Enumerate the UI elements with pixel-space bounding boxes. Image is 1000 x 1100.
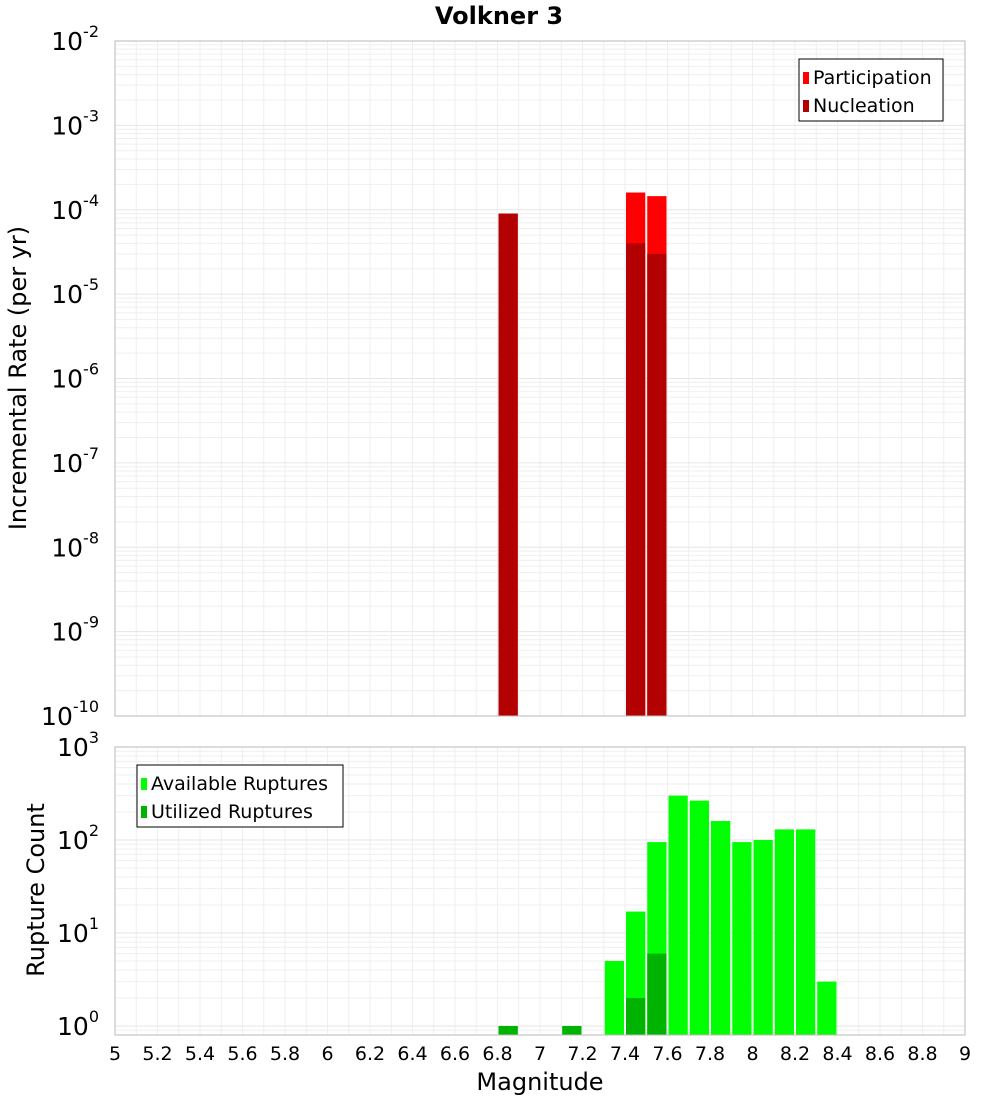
chart-title: Volkner 3 xyxy=(435,2,563,30)
y-tick-label: 100 xyxy=(57,1007,99,1041)
x-tick-label: 5.4 xyxy=(185,1043,215,1065)
y-tick-label: 10-7 xyxy=(51,444,99,478)
bar-nucleation xyxy=(498,213,518,717)
bar-available-ruptures xyxy=(668,795,688,1035)
x-tick-label: 8 xyxy=(746,1043,758,1065)
x-tick-label: 5 xyxy=(109,1043,121,1065)
x-tick-label: 8.2 xyxy=(780,1043,810,1065)
y-tick-label: 10-9 xyxy=(51,613,99,647)
legend-box xyxy=(798,58,944,122)
x-tick-label: 6.2 xyxy=(355,1043,385,1065)
x-tick-label: 7.2 xyxy=(567,1043,597,1065)
top-y-axis-label: Incremental Rate (per yr) xyxy=(4,226,32,530)
x-tick-label: 8.8 xyxy=(907,1043,937,1065)
y-tick-label: 10-8 xyxy=(51,528,99,562)
x-tick-label: 6.8 xyxy=(482,1043,512,1065)
bar-utilized-ruptures xyxy=(562,1025,582,1035)
bar-available-ruptures xyxy=(689,800,709,1035)
y-tick-label: 10-10 xyxy=(41,697,99,731)
x-axis-label: Magnitude xyxy=(476,1068,603,1096)
x-tick-label: 8.6 xyxy=(865,1043,895,1065)
bar-available-ruptures xyxy=(711,821,731,1035)
bar-nucleation xyxy=(647,253,667,716)
x-tick-label: 9 xyxy=(959,1043,971,1065)
x-tick-label: 6.4 xyxy=(397,1043,427,1065)
legend: Available Ruptures Utilized Ruptures xyxy=(136,764,344,828)
x-tick-label: 7.8 xyxy=(695,1043,725,1065)
legend-label: Utilized Ruptures xyxy=(151,801,313,823)
y-tick-label: 10-6 xyxy=(51,360,99,394)
legend-swatch xyxy=(141,806,147,818)
legend-swatch xyxy=(803,72,809,84)
x-tick-label: 7 xyxy=(534,1043,546,1065)
bottom-y-axis-label: Rupture Count xyxy=(22,803,50,977)
x-tick-label: 6.6 xyxy=(440,1043,470,1065)
legend: Participation Nucleation xyxy=(798,58,944,122)
legend-swatch xyxy=(141,778,147,790)
bar-available-ruptures xyxy=(753,839,773,1035)
legend-label: Nucleation xyxy=(813,95,915,117)
legend-label: Available Ruptures xyxy=(151,773,328,795)
legend-label: Participation xyxy=(813,67,932,89)
bar-available-ruptures xyxy=(732,842,752,1035)
x-tick-label: 7.6 xyxy=(652,1043,682,1065)
bar-utilized-ruptures xyxy=(647,953,667,1035)
y-tick-label: 10-2 xyxy=(51,22,99,56)
x-tick-label: 8.4 xyxy=(822,1043,852,1065)
y-tick-label: 102 xyxy=(57,821,99,855)
bar-available-ruptures xyxy=(817,981,837,1035)
bar-nucleation xyxy=(626,243,646,717)
plot-panel-1: 10-10 10-9 10-8 10-7 10-6 10-5 10-4 10-3 10-2 Par… xyxy=(41,22,966,731)
y-tick-label: 10-5 xyxy=(51,275,99,309)
bar-available-ruptures xyxy=(604,960,624,1035)
bar-available-ruptures xyxy=(796,829,816,1035)
y-tick-label: 10-4 xyxy=(51,191,99,225)
y-tick-label: 10-3 xyxy=(51,106,99,140)
plot-frame xyxy=(114,40,966,717)
y-tick-label: 103 xyxy=(57,728,99,762)
plot-frame xyxy=(114,746,966,1036)
x-tick-label: 5.8 xyxy=(270,1043,300,1065)
legend-swatch xyxy=(803,100,809,112)
x-tick-label: 6 xyxy=(321,1043,333,1065)
x-tick-label: 7.4 xyxy=(610,1043,640,1065)
legend-box xyxy=(136,764,344,828)
bar-available-ruptures xyxy=(774,829,794,1035)
bar-utilized-ruptures xyxy=(626,997,646,1035)
x-tick-label: 5.2 xyxy=(142,1043,172,1065)
bar-utilized-ruptures xyxy=(498,1025,518,1035)
y-tick-label: 101 xyxy=(57,914,99,948)
x-tick-label: 5.6 xyxy=(227,1043,257,1065)
